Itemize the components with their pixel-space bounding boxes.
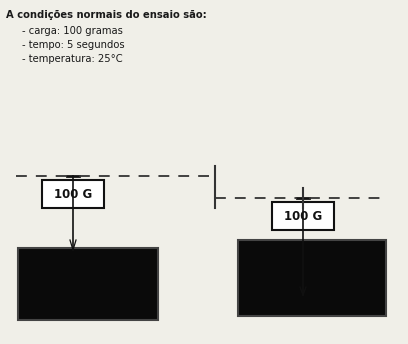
Bar	[18, 248, 158, 320]
Text: - carga: 100 gramas: - carga: 100 gramas	[22, 26, 123, 36]
Text: - temperatura: 25°C: - temperatura: 25°C	[22, 54, 123, 64]
Text: A condições normais do ensaio são:: A condições normais do ensaio são:	[6, 10, 207, 20]
Bar	[238, 240, 386, 316]
Text: - tempo: 5 segundos: - tempo: 5 segundos	[22, 40, 124, 50]
Text: 100 G: 100 G	[54, 187, 92, 201]
Bar	[42, 180, 104, 208]
Text: 100 G: 100 G	[284, 209, 322, 223]
Bar	[272, 202, 334, 230]
